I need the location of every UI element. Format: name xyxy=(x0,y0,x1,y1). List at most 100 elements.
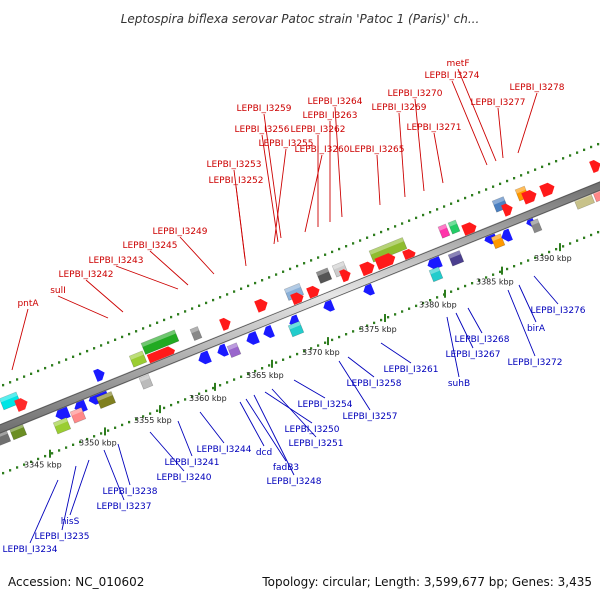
forward-leader-19 xyxy=(433,132,444,184)
reverse-leader-21 xyxy=(507,289,536,357)
reverse-leader-6 xyxy=(149,431,185,472)
reverse-feature-26 xyxy=(529,218,543,234)
gene-label-lepbi-i3243[interactable]: LEPBI_I3243 xyxy=(88,256,143,266)
gene-label-lepbi-i3250[interactable]: LEPBI_I3250 xyxy=(284,425,339,435)
gene-label-lepbi-i3258[interactable]: LEPBI_I3258 xyxy=(346,379,401,389)
gene-label-lepbi-i3270[interactable]: LEPBI_I3270 xyxy=(387,89,442,99)
gene-label-lepbi-i3272[interactable]: LEPBI_I3272 xyxy=(507,358,562,368)
label-leader-lines xyxy=(11,68,559,544)
gene-label-lepbi-i3260[interactable]: LEPBI_I3260 xyxy=(294,145,349,155)
gene-label-lepbi-i3271[interactable]: LEPBI_I3271 xyxy=(406,123,461,133)
forward-leader-17 xyxy=(398,112,406,198)
gene-label-lepbi-i3252[interactable]: LEPBI_I3252 xyxy=(208,176,263,186)
tick-label-2: 3350 kbp xyxy=(79,438,117,447)
gene-label-lepbi-i3268[interactable]: LEPBI_I3268 xyxy=(454,335,509,345)
reverse-leader-22 xyxy=(518,284,537,323)
gene-label-bira[interactable]: birA xyxy=(527,324,546,334)
reverse-leader-4 xyxy=(103,449,125,501)
tick-label-6: 3370 kbp xyxy=(302,348,340,357)
gene-label-lepbi-i3265[interactable]: LEPBI_I3265 xyxy=(349,145,404,155)
position-ticks: 3345 kbp 3350 kbp 3355 kbp 3360 kbp 3365 kbp… xyxy=(24,243,572,470)
gene-label-hiss[interactable]: hisS xyxy=(61,517,80,527)
forward-feature-5 xyxy=(140,329,180,355)
reverse-leader-7 xyxy=(177,420,193,457)
gene-label-lepbi-i3238[interactable]: LEPBI_I3238 xyxy=(102,487,157,497)
tick-label-3: 3355 kbp xyxy=(134,416,172,425)
reverse-leader-18 xyxy=(446,316,460,378)
gene-label-lepbi-i3254[interactable]: LEPBI_I3254 xyxy=(297,400,352,410)
forward-feature-9 xyxy=(254,298,268,313)
tick-3: 3355 kbp xyxy=(134,405,172,425)
forward-leader-4 xyxy=(115,265,179,290)
reverse-leader-3 xyxy=(69,459,90,516)
backbone-edge-bottom xyxy=(0,189,600,434)
tick-2: 3350 kbp xyxy=(79,427,117,447)
forward-feature-16 xyxy=(359,261,375,277)
forward-feature-15 xyxy=(339,269,351,283)
tick-6: 3370 kbp xyxy=(302,337,340,357)
reverse-leader-5 xyxy=(117,443,131,486)
forward-leader-20 xyxy=(451,80,488,166)
gene-label-lepbi-i3276[interactable]: LEPBI_I3276 xyxy=(530,306,585,316)
tick-label-10: 3390 kbp xyxy=(534,254,572,263)
gene-label-suli[interactable]: sulI xyxy=(50,286,66,296)
reverse-leader-20 xyxy=(467,307,483,334)
reverse-feature-6 xyxy=(52,417,72,435)
gene-label-lepbi-i3257[interactable]: LEPBI_I3257 xyxy=(342,412,397,422)
gene-label-lepbi-i3245[interactable]: LEPBI_I3245 xyxy=(122,241,177,251)
gene-label-lepbi-i3267[interactable]: LEPBI_I3267 xyxy=(445,350,500,360)
forward-leader-2 xyxy=(57,295,109,319)
chromosome-backbone xyxy=(0,181,600,434)
reverse-leader-19 xyxy=(455,312,474,349)
gene-label-lepbi-i3256[interactable]: LEPBI_I3256 xyxy=(234,125,289,135)
gene-label-lepbi-i3278[interactable]: LEPBI_I3278 xyxy=(509,83,564,93)
gene-label-lepbi-i3235[interactable]: LEPBI_I3235 xyxy=(34,532,89,542)
gene-label-lepbi-i3263[interactable]: LEPBI_I3263 xyxy=(302,111,357,121)
reverse-feature-11 xyxy=(217,343,229,357)
forward-leader-22 xyxy=(497,107,504,159)
gene-label-lepbi-i3262[interactable]: LEPBI_I3262 xyxy=(290,125,345,135)
gene-label-lepbi-i3241[interactable]: LEPBI_I3241 xyxy=(164,458,219,468)
forward-leader-21 xyxy=(457,68,497,162)
gene-label-lepbi-i3237[interactable]: LEPBI_I3237 xyxy=(96,502,151,512)
gene-label-suhb[interactable]: suhB xyxy=(448,379,470,389)
forward-feature-2 xyxy=(14,398,28,412)
tick-7: 3375 kbp xyxy=(359,314,397,334)
gene-label-lepbi-i3277[interactable]: LEPBI_I3277 xyxy=(470,98,525,108)
forward-leader-6 xyxy=(179,236,215,275)
gene-label-dcd[interactable]: dcd xyxy=(256,448,272,458)
forward-leader-15 xyxy=(334,106,343,218)
forward-feature-24 xyxy=(501,203,513,217)
forward-leader-8 xyxy=(233,169,246,260)
gene-label-lepbi-i3259[interactable]: LEPBI_I3259 xyxy=(236,104,291,114)
gene-label-metf[interactable]: metF xyxy=(446,59,469,69)
reverse-leader-10 xyxy=(245,398,287,462)
gene-label-lepbi-i3249[interactable]: LEPBI_I3249 xyxy=(152,227,207,237)
forward-feature-27 xyxy=(539,182,555,198)
reverse-leader-11 xyxy=(253,394,295,476)
gene-label-pnta[interactable]: pntA xyxy=(17,299,39,309)
gene-label-lepbi-i3244[interactable]: LEPBI_I3244 xyxy=(196,445,251,455)
gene-label-lepbi-i3253[interactable]: LEPBI_I3253 xyxy=(206,160,261,170)
gene-label-lepbi-i3274[interactable]: LEPBI_I3274 xyxy=(424,71,479,81)
gene-label-lepbi-i3242[interactable]: LEPBI_I3242 xyxy=(58,270,113,280)
gene-label-lepbi-i3264[interactable]: LEPBI_I3264 xyxy=(307,97,362,107)
reverse-feature-7 xyxy=(69,407,87,424)
gene-label-lepbi-i3269[interactable]: LEPBI_I3269 xyxy=(371,103,426,113)
gene-label-fadb3[interactable]: fadB3 xyxy=(273,463,299,473)
gene-label-lepbi-i3255[interactable]: LEPBI_I3255 xyxy=(258,139,313,149)
gene-label-lepbi-i3234[interactable]: LEPBI_I3234 xyxy=(2,545,57,555)
forward-feature-6 xyxy=(146,346,175,367)
reverse-leader-17 xyxy=(380,342,412,364)
gene-label-lepbi-i3248[interactable]: LEPBI_I3248 xyxy=(266,477,321,487)
tick-8: 3380 kbp xyxy=(419,289,457,310)
tick-label-5: 3365 kbp xyxy=(246,371,284,380)
tick-label-1: 3345 kbp xyxy=(24,461,62,470)
forward-feature-13 xyxy=(315,267,333,284)
gene-label-lepbi-i3251[interactable]: LEPBI_I3251 xyxy=(288,439,343,449)
forward-feature-28 xyxy=(589,160,600,174)
tick-9: 3385 kbp xyxy=(476,266,514,287)
gene-label-lepbi-i3261[interactable]: LEPBI_I3261 xyxy=(383,365,438,375)
gene-label-lepbi-i3240[interactable]: LEPBI_I3240 xyxy=(156,473,211,483)
forward-leader-5 xyxy=(149,250,189,286)
